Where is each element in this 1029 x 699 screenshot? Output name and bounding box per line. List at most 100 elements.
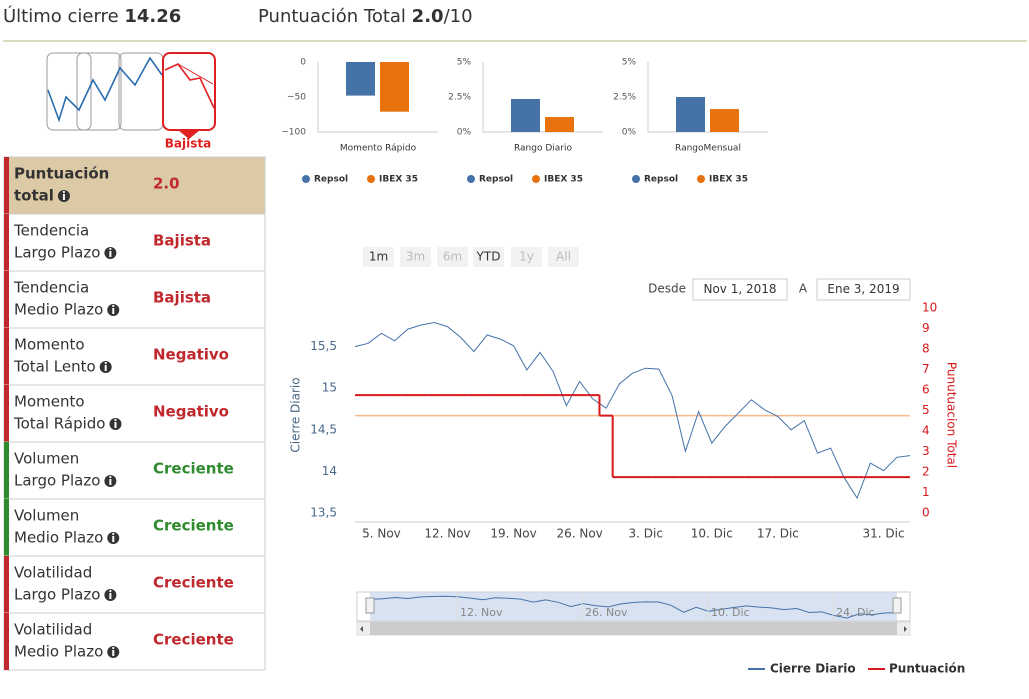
x-tick-label: 10. Dic	[691, 527, 733, 541]
info-icon[interactable]	[104, 475, 117, 487]
legend-symbol	[697, 175, 705, 183]
x-tick-label: 12. Nov	[424, 527, 470, 541]
info-glyph	[112, 308, 115, 314]
range-button[interactable]: 3m	[400, 247, 431, 267]
info-dot	[62, 190, 66, 194]
info-dot	[112, 532, 115, 536]
chart-title: RangoMensual	[675, 144, 741, 154]
row-label: Medio Plazo	[14, 529, 103, 547]
row-indicator	[4, 613, 9, 670]
range-button-bg	[548, 247, 579, 267]
chart-title: Rango Diario	[514, 144, 573, 154]
last-close-label: Último cierre	[3, 5, 119, 27]
legend-label[interactable]: IBEX 35	[379, 175, 418, 185]
info-icon[interactable]	[107, 532, 120, 544]
row	[3, 498, 266, 557]
row-label: Total Lento	[13, 358, 96, 376]
row	[3, 612, 266, 671]
info-icon[interactable]	[109, 418, 122, 430]
date-input[interactable]: Nov 1, 2018	[703, 282, 776, 296]
bar	[346, 62, 375, 96]
y-tick-label: 2.5%	[613, 93, 636, 103]
range-button[interactable]: 1m	[363, 247, 394, 267]
range-button[interactable]: 6m	[437, 247, 468, 267]
range-button-label: 3m	[406, 250, 425, 264]
row	[3, 327, 266, 386]
bar	[511, 98, 540, 132]
trend-box	[46, 52, 92, 131]
legend-label[interactable]: Puntuación	[889, 662, 965, 676]
legend-symbol	[467, 175, 475, 183]
legend-label[interactable]: Repsol	[479, 175, 513, 185]
legend-label[interactable]: IBEX 35	[709, 175, 748, 185]
row	[3, 156, 266, 215]
last-close-value: 14.26	[124, 6, 181, 27]
navigator-handle[interactable]	[892, 597, 902, 614]
y-tick-label: 0	[300, 58, 306, 68]
score-label: Puntuación Total	[258, 6, 406, 27]
row-value: Bajista	[153, 289, 211, 307]
legend-symbol	[302, 175, 310, 183]
info-glyph	[62, 194, 65, 200]
info-icon[interactable]	[57, 190, 70, 202]
y2-tick-label: 6	[922, 383, 930, 397]
scrollbar-thumb[interactable]	[370, 622, 897, 635]
row-label: Medio Plazo	[14, 643, 103, 661]
y2-axis-title: Punutuacion Total	[945, 362, 959, 468]
trend-pointer	[178, 130, 200, 139]
row-label: Tendencia	[13, 279, 89, 297]
row-value: Bajista	[153, 232, 211, 250]
legend-label[interactable]: Repsol	[644, 175, 678, 185]
date-input-box[interactable]	[692, 278, 788, 301]
info-icon[interactable]	[99, 361, 112, 373]
y-tick-label: 14	[322, 464, 337, 478]
y-tick-label: 2.5%	[448, 93, 471, 103]
row-label: Puntuación	[14, 165, 109, 183]
y-tick-label: 5%	[457, 58, 472, 68]
scrollbar-arrow[interactable]	[904, 626, 907, 632]
row	[3, 441, 266, 500]
info-dot	[109, 247, 112, 251]
row-indicator	[4, 214, 9, 271]
y-tick-label: −50	[287, 93, 306, 103]
legend-label[interactable]: Cierre Diario	[770, 662, 856, 676]
info-icon[interactable]	[107, 304, 120, 316]
info-icon[interactable]	[107, 646, 120, 658]
range-button[interactable]: All	[548, 247, 579, 267]
range-button[interactable]: 1y	[511, 247, 542, 267]
x-tick-label: 5. Nov	[362, 527, 401, 541]
row-label: Momento	[14, 336, 85, 354]
info-icon[interactable]	[104, 247, 117, 259]
row-label: Largo Plazo	[14, 244, 100, 262]
scrollbar-arrow[interactable]	[360, 626, 363, 632]
y-axis-title: Cierre Diario	[289, 377, 303, 452]
info-icon[interactable]	[104, 589, 117, 601]
range-button-label: 1m	[369, 250, 388, 264]
info-glyph	[112, 650, 115, 656]
row-label: Total Rápido	[13, 415, 105, 433]
info-glyph	[112, 536, 115, 542]
date-input[interactable]: Ene 3, 2019	[827, 282, 899, 296]
y2-tick-label: 5	[922, 403, 930, 417]
row-label: Largo Plazo	[14, 586, 100, 604]
y-tick-label: 13,5	[310, 506, 337, 520]
y2-tick-label: 3	[922, 444, 930, 458]
legend-label[interactable]: IBEX 35	[544, 175, 583, 185]
range-button-bg	[473, 247, 504, 267]
date-input-box[interactable]	[816, 278, 911, 301]
row-indicator	[4, 442, 9, 499]
y-tick-label: 15,5	[310, 339, 337, 353]
row	[3, 213, 266, 272]
range-button[interactable]: YTD	[473, 247, 504, 267]
row-indicator	[4, 499, 9, 556]
y2-tick-label: 2	[922, 465, 930, 479]
info-glyph	[109, 593, 112, 599]
bar	[545, 117, 574, 132]
trend-box-active	[162, 52, 216, 131]
y-tick-label: 14,5	[310, 422, 337, 436]
navigator-handle[interactable]	[365, 597, 375, 614]
range-button-bg	[437, 247, 468, 267]
row	[3, 270, 266, 329]
legend-label[interactable]: Repsol	[314, 175, 348, 185]
y2-tick-label: 0	[922, 506, 930, 520]
